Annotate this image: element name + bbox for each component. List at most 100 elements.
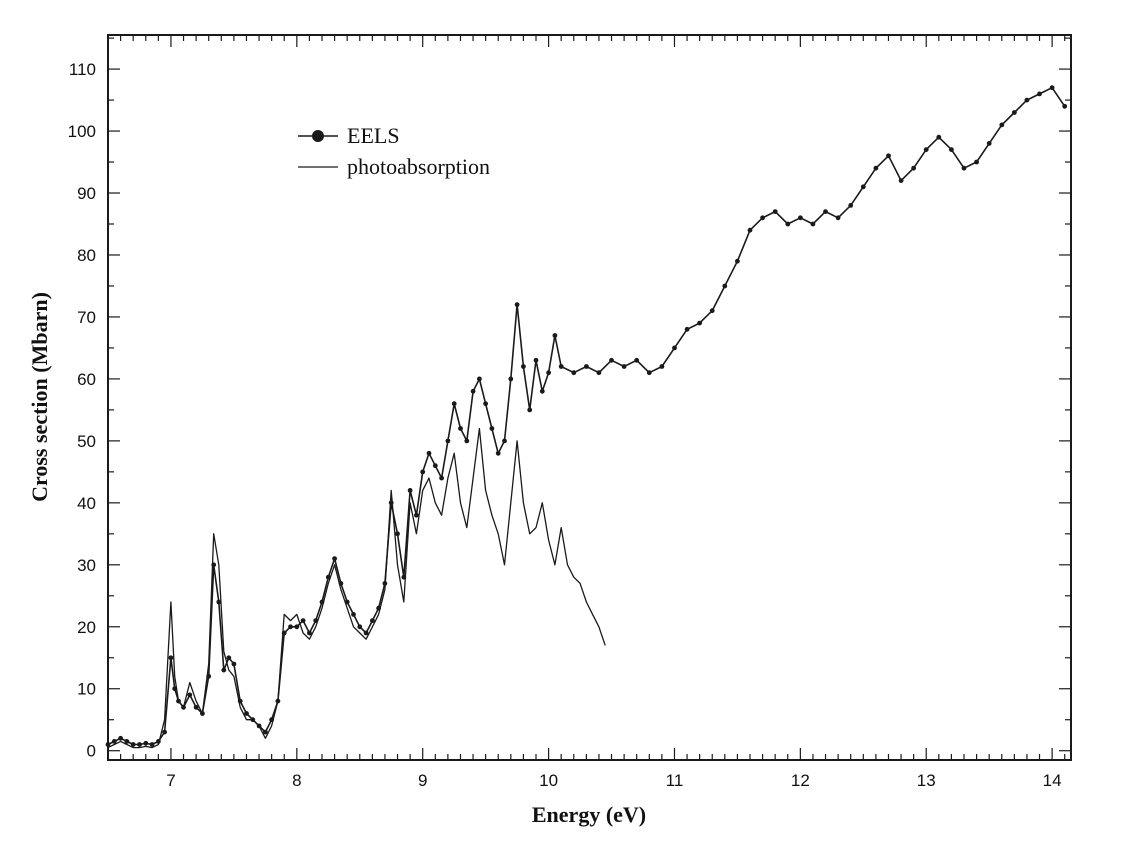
data-point-eels (898, 178, 904, 184)
data-point-eels (143, 740, 149, 746)
data-point-eels (986, 141, 992, 146)
y-axis-title: Cross section (Mbarn) (27, 292, 52, 502)
data-point-eels (464, 438, 470, 444)
data-point-eels (244, 711, 249, 716)
data-point-eels (1037, 91, 1042, 97)
data-point-eels (263, 729, 268, 735)
data-point-eels (221, 667, 227, 673)
data-point-eels (420, 469, 426, 475)
y-tick-label: 0 (87, 742, 96, 761)
data-point-eels (1049, 85, 1055, 91)
x-tick-label: 9 (418, 771, 427, 790)
data-point-eels (835, 215, 841, 221)
y-tick-label: 100 (68, 122, 96, 141)
y-tick-label: 10 (77, 680, 96, 699)
x-axis-title: Energy (eV) (532, 802, 646, 827)
data-point-eels (477, 376, 482, 382)
data-point-eels (426, 450, 432, 456)
data-point-eels (495, 450, 501, 456)
data-point-eels (483, 401, 488, 407)
data-point-eels (621, 364, 627, 369)
x-tick-label: 11 (666, 771, 684, 790)
data-point-eels (458, 426, 463, 431)
y-tick-label: 110 (69, 60, 96, 79)
data-point-eels (357, 624, 363, 630)
data-point-eels (949, 147, 954, 153)
data-point-eels (552, 333, 558, 338)
data-point-eels (722, 283, 728, 289)
data-point-eels (395, 531, 400, 537)
data-point-eels (848, 203, 854, 208)
y-tick-label: 90 (77, 184, 96, 203)
data-point-eels (231, 661, 237, 667)
y-tick-label: 30 (77, 556, 96, 575)
data-point-eels (735, 258, 740, 264)
data-point-eels (659, 364, 665, 369)
data-point-eels (307, 630, 312, 636)
data-point-eels (672, 345, 677, 351)
series-line-photoabsorption (107, 427, 606, 749)
data-point-eels (571, 370, 577, 376)
data-point-eels (451, 401, 457, 407)
data-point-eels (923, 147, 929, 153)
legend-eels-label: EELS (347, 123, 400, 148)
data-point-eels (168, 655, 174, 661)
data-point-eels (697, 320, 702, 326)
data-point-eels (294, 624, 300, 630)
data-point-eels (149, 742, 155, 747)
data-point-eels (137, 742, 142, 747)
data-point-eels (527, 407, 533, 413)
data-point-eels (760, 215, 765, 221)
data-point-eels (584, 364, 589, 369)
data-point-eels (533, 357, 539, 363)
data-point-eels (709, 308, 715, 314)
y-tick-label: 80 (77, 246, 96, 265)
data-point-eels (216, 599, 222, 605)
legend: EELS photoabsorption (298, 123, 490, 179)
y-tick-label: 40 (77, 494, 96, 513)
data-point-eels (886, 153, 891, 159)
data-point-eels (860, 184, 866, 190)
data-point-eels (130, 742, 136, 747)
data-point-eels (332, 556, 337, 561)
data-point-eels (810, 221, 816, 227)
data-point-eels (370, 618, 375, 623)
data-point-eels (684, 326, 690, 332)
data-point-eels (187, 692, 193, 698)
x-tick-label: 10 (539, 771, 558, 790)
data-point-eels (521, 364, 526, 369)
data-point-eels (124, 739, 130, 744)
data-point-eels (539, 388, 545, 394)
x-tick-label: 7 (166, 771, 175, 790)
data-point-eels (514, 302, 520, 307)
data-point-eels (470, 388, 476, 394)
data-point-eels (439, 475, 444, 481)
plot-frame (107, 34, 1072, 761)
tick-labels: 7 8 9 10 11 12 13 14 0 10 20 30 40 50 60 70 80 90 100 110 (68, 60, 1062, 790)
legend-photoabsorption-label: photoabsorption (347, 154, 490, 179)
y-tick-label: 70 (77, 308, 96, 327)
x-tick-label: 13 (917, 771, 936, 790)
data-point-eels (873, 165, 879, 171)
data-point-eels (558, 364, 564, 369)
data-point-eels (432, 463, 438, 469)
data-point-eels (1062, 103, 1068, 109)
data-point-eels (502, 438, 507, 444)
data-point-eels (445, 438, 451, 444)
data-point-eels (1012, 110, 1017, 115)
data-point-eels (772, 209, 778, 215)
plot-area (105, 85, 1068, 749)
data-point-eels (798, 215, 803, 221)
data-point-eels (226, 655, 232, 661)
data-point-eels (300, 618, 306, 623)
data-point-eels (414, 512, 419, 518)
data-point-eels (162, 729, 168, 735)
data-point-eels (974, 159, 979, 165)
data-point-eels (111, 739, 117, 744)
x-tick-label: 8 (292, 771, 301, 790)
data-point-eels (489, 426, 495, 431)
x-tick-label: 14 (1043, 771, 1062, 790)
data-point-eels (634, 357, 640, 363)
data-point-eels (363, 630, 369, 636)
